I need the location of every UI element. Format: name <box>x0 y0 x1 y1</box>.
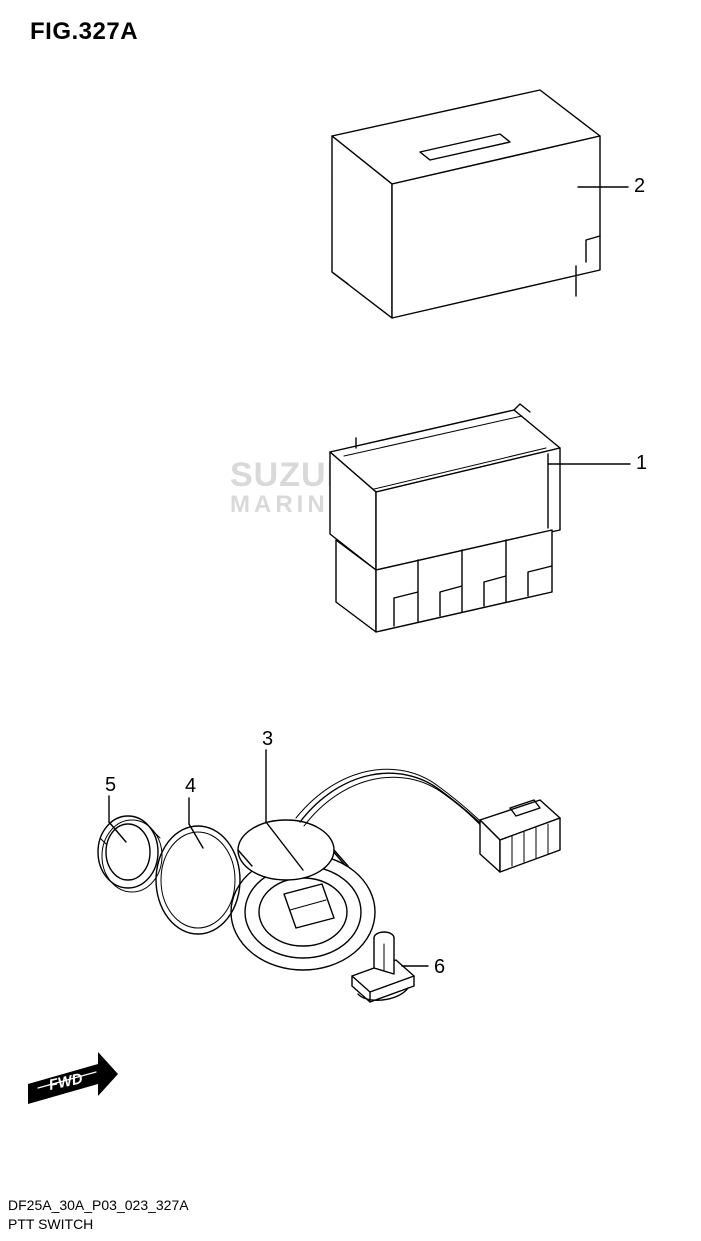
svg-text:FWD: FWD <box>47 1070 84 1094</box>
fwd-arrow-icon: FWD <box>28 1052 118 1104</box>
callout-3: 3 <box>262 728 273 751</box>
part-4-gasket <box>156 826 240 934</box>
callout-2: 2 <box>634 175 645 198</box>
part-2-cover <box>332 90 600 318</box>
part-5-nut <box>98 816 162 892</box>
callout-5: 5 <box>105 774 116 797</box>
callout-6: 6 <box>434 956 445 979</box>
footer-name: PTT SWITCH <box>8 1215 189 1234</box>
part-3-connector <box>480 800 560 872</box>
callout-1: 1 <box>636 452 647 475</box>
diagram-svg: FWD <box>0 0 701 1241</box>
part-1-relay <box>330 404 560 632</box>
footer: DF25A_30A_P03_023_327A PTT SWITCH <box>8 1196 189 1234</box>
callout-4: 4 <box>185 775 196 798</box>
part-3-switch-assy <box>231 769 488 970</box>
footer-code: DF25A_30A_P03_023_327A <box>8 1196 189 1215</box>
